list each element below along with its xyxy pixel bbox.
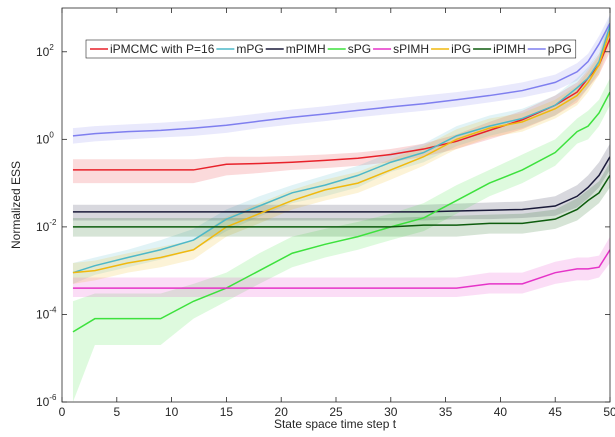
tick-base: 10 <box>36 220 50 234</box>
confidence-band <box>72 143 610 221</box>
x-tick-label: 45 <box>549 405 563 419</box>
series-line <box>72 25 610 274</box>
legend-label: mPG <box>236 42 263 56</box>
y-tick-label: 10-4 <box>36 305 57 321</box>
confidence-band <box>72 14 610 144</box>
tick-base: 10 <box>36 132 50 146</box>
confidence-band <box>72 236 610 298</box>
tick-base: 10 <box>36 45 50 59</box>
x-tick-label: 20 <box>275 405 289 419</box>
legend-label: iPG <box>451 42 471 56</box>
series-line <box>72 175 610 228</box>
confidence-band <box>72 14 610 284</box>
series-line <box>72 30 610 274</box>
legend-label: sPIMH <box>393 42 429 56</box>
legend-label: pPG <box>548 42 572 56</box>
y-tick-label: 10-6 <box>36 393 57 409</box>
y-axis-label: Normalized ESS <box>9 161 23 249</box>
legend-label: sPG <box>348 42 371 56</box>
series-line <box>72 38 610 171</box>
x-tick-label: 25 <box>329 405 343 419</box>
tick-exponent: -6 <box>49 393 57 402</box>
plot-area <box>72 14 610 402</box>
legend-label: mPIMH <box>286 42 326 56</box>
confidence-band <box>72 25 610 184</box>
x-tick-label: 0 <box>59 405 66 419</box>
tick-exponent: -4 <box>49 305 57 314</box>
tick-base: 10 <box>36 395 50 409</box>
legend-label: iPIMH <box>493 42 526 56</box>
tick-exponent: -2 <box>49 218 57 227</box>
tick-exponent: 2 <box>49 43 54 52</box>
x-tick-label: 30 <box>384 405 398 419</box>
x-tick-label: 10 <box>165 405 179 419</box>
series-line <box>72 91 610 333</box>
y-tick-label: 102 <box>36 43 54 59</box>
legend: iPMCMC with P=16 mPG mPIMH sPG sPIMH iPG iPIMH… <box>85 39 577 59</box>
tick-base: 10 <box>36 307 50 321</box>
x-axis-label: State space time step t <box>274 417 397 431</box>
x-tick-label: 40 <box>494 405 508 419</box>
y-tick-label: 100 <box>36 130 54 146</box>
y-tick-label: 10-2 <box>36 218 57 234</box>
legend-label: iPMCMC with P=16 <box>110 42 215 56</box>
x-tick-label: 50 <box>603 405 615 419</box>
series-line <box>72 249 610 289</box>
x-tick-label: 5 <box>113 405 120 419</box>
x-tick-label: 15 <box>220 405 234 419</box>
series-line <box>72 22 610 137</box>
tick-exponent: 0 <box>49 130 54 139</box>
x-tick-label: 35 <box>439 405 453 419</box>
confidence-band <box>72 162 610 237</box>
series-line <box>72 156 610 213</box>
